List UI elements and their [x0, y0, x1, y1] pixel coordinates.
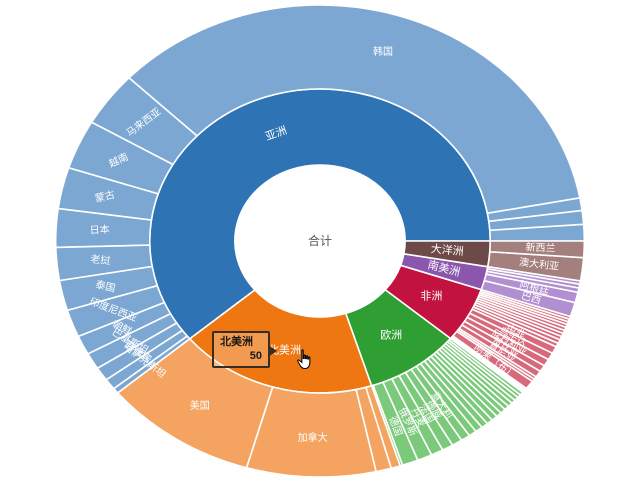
tooltip: 北美洲 50	[212, 331, 277, 368]
tooltip-value: 50	[249, 350, 262, 362]
center-total-label[interactable]: 合计	[308, 233, 332, 248]
tooltip-title: 北美洲	[220, 336, 253, 348]
slice-韩国-country[interactable]	[127, 4, 581, 215]
slice-新西兰-country[interactable]	[488, 240, 586, 259]
tooltip-arrow-icon	[268, 345, 277, 357]
